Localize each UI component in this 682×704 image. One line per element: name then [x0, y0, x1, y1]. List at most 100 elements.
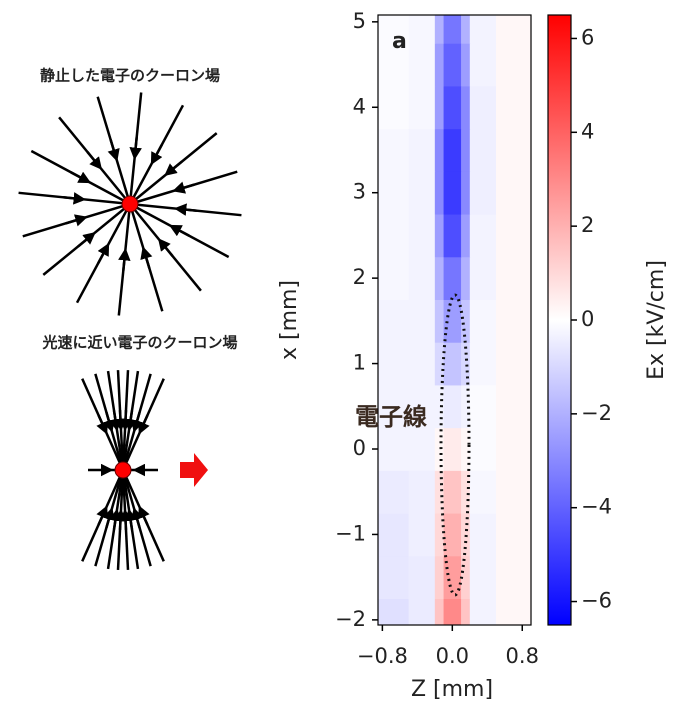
heat-cell	[470, 214, 497, 257]
field-arrow	[145, 252, 150, 268]
heat-cell	[496, 257, 531, 300]
heat-cell	[409, 513, 436, 556]
y-axis-label: x [mm]	[277, 280, 302, 360]
colorbar-tick-label: 4	[581, 119, 594, 143]
heat-cell	[444, 171, 462, 214]
heat-cell	[435, 86, 444, 129]
heat-cell	[378, 513, 409, 556]
heat-cell	[409, 556, 436, 599]
heat-cell	[409, 129, 436, 172]
y-tick-label: 0	[353, 436, 366, 460]
heat-cell	[470, 129, 497, 172]
heat-cell	[496, 556, 531, 599]
heat-cell	[378, 599, 409, 626]
heat-cell	[461, 43, 470, 86]
heat-cell	[444, 15, 462, 44]
field-arrow	[174, 228, 189, 236]
field-arrow	[141, 511, 147, 525]
heat-cell	[496, 342, 531, 385]
heatmap: −0.80.00.8−2−1012345−6−4−20246	[335, 9, 612, 668]
heat-cell	[461, 513, 470, 556]
heat-cell	[496, 214, 531, 257]
heat-cell	[461, 385, 470, 428]
figure: 静止した電子のクーロン場 光速に近い電子のクーロン場 −0.80.00.8−2−…	[0, 0, 682, 704]
heat-cell	[470, 556, 497, 599]
heat-cell	[444, 599, 462, 626]
heat-cell	[470, 257, 497, 300]
field-arrow	[114, 411, 116, 426]
colorbar-tick-label: 0	[581, 307, 594, 331]
heat-cell	[378, 470, 409, 513]
field-arrow	[154, 145, 162, 160]
colorbar-label: Ex [kV/cm]	[644, 260, 669, 380]
heat-cell	[409, 342, 436, 385]
heat-cell	[470, 428, 497, 471]
heat-cell	[470, 599, 497, 626]
colorbar-tick-label: −6	[581, 589, 612, 613]
x-tick-label: −0.8	[357, 644, 408, 668]
panel-label: a	[392, 29, 407, 54]
x-tick-label: 0.8	[506, 644, 539, 668]
heat-cell	[461, 171, 470, 214]
heat-cell	[470, 86, 497, 129]
heat-cell	[496, 86, 531, 129]
heat-cell	[444, 86, 462, 129]
diagram-title: 静止した電子のクーロン場	[40, 67, 220, 85]
heat-cell	[461, 599, 470, 626]
field-arrow	[99, 511, 105, 525]
heat-cell	[378, 171, 409, 214]
y-tick-label: 3	[353, 180, 366, 204]
heat-cell	[378, 214, 409, 257]
field-arrow	[125, 515, 126, 530]
heat-cell	[435, 470, 444, 513]
field-arrow	[106, 412, 110, 426]
heat-cell	[409, 86, 436, 129]
heat-cell	[461, 257, 470, 300]
heat-cell	[435, 43, 444, 86]
field-arrow	[120, 515, 121, 530]
field-arrow	[99, 415, 105, 429]
field-arrow	[111, 140, 116, 156]
heat-cell	[470, 15, 497, 44]
heat-cell	[496, 428, 531, 471]
field-arrow	[78, 236, 91, 247]
field-arrow	[106, 513, 110, 527]
heat-cell	[461, 214, 470, 257]
heat-cell	[378, 257, 409, 300]
heat-cell	[435, 556, 444, 599]
heat-cell	[435, 214, 444, 257]
heat-cell	[470, 43, 497, 86]
field-arrow	[130, 411, 132, 426]
colorbar-tick-label: 6	[581, 25, 594, 49]
heat-cell	[444, 470, 462, 513]
heat-cell	[444, 342, 462, 385]
y-tick-label: 1	[353, 351, 366, 375]
heat-cell	[461, 129, 470, 172]
heat-cell	[496, 129, 531, 172]
field-arrow	[178, 185, 194, 190]
y-tick-label: 4	[353, 94, 366, 118]
field-arrow	[66, 219, 82, 224]
heat-cell	[496, 299, 531, 342]
field-diagrams	[19, 93, 242, 570]
field-arrow	[130, 514, 132, 529]
heat-cell	[435, 171, 444, 214]
electron	[122, 196, 138, 212]
heat-cell	[378, 428, 409, 471]
heat-cell	[378, 342, 409, 385]
heat-cell	[461, 15, 470, 44]
heat-cell	[409, 599, 436, 626]
heat-cell	[496, 599, 531, 626]
field-arrow	[63, 197, 80, 199]
colorbar-tick-label: −2	[581, 401, 612, 425]
field-arrow	[135, 412, 139, 426]
annotation: 電子線	[355, 403, 427, 431]
colorbar-tick-label: −4	[581, 495, 612, 519]
y-tick-label: −1	[335, 521, 366, 545]
field-arrow	[135, 513, 139, 527]
heat-cell	[470, 342, 497, 385]
field-arrow	[162, 243, 173, 256]
y-tick-label: −2	[335, 607, 366, 631]
heat-cell	[435, 129, 444, 172]
heat-cell	[435, 299, 444, 342]
